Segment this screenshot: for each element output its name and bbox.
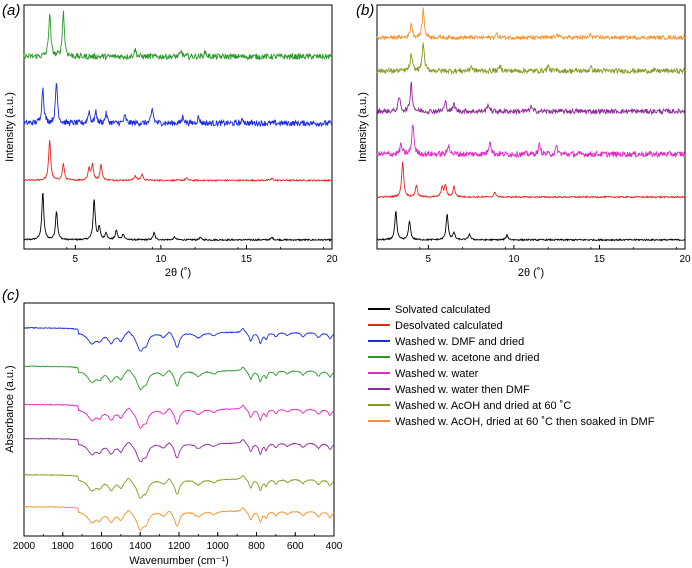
legend-label-2: Washed w. DMF and dried	[395, 336, 524, 348]
panel-c-xtick-label-400: 400	[326, 541, 343, 552]
panel-c-xtick-label-2000: 2000	[13, 541, 36, 552]
panel-b-series-4	[376, 42, 686, 75]
panel-c-chart: 2000 1800 1600 1400 1200 1000 800 600 400 Wavenu…	[4, 302, 343, 567]
panel-c-series-5	[23, 505, 335, 532]
legend-label-6: Washed w. AcOH and dried at 60 ˚C	[395, 400, 571, 412]
panel-b-xtick-label-10: 10	[508, 254, 520, 265]
legend-label-3: Washed w. acetone and dried	[395, 352, 540, 364]
panel-c-xtick-label-600: 600	[287, 541, 304, 552]
panel-c-ylabel: Absorbance (a.u.)	[4, 365, 16, 452]
panel-c-xtick-label-800: 800	[248, 541, 265, 552]
panel-b-label: (b)	[356, 2, 374, 19]
panel-b-series-3	[376, 81, 686, 116]
panel-b-xtick-label-15: 15	[594, 254, 606, 265]
panel-a-chart: 5 10 15 20 2θ (˚) Intensity (a.u.)	[4, 4, 338, 279]
panel-b-xtick-label-5: 5	[426, 254, 432, 265]
legend-label-7: Washed w. AcOH, dried at 60 ˚C then soak…	[395, 416, 655, 428]
panel-a-series-1	[23, 139, 333, 183]
panel-a-frame	[23, 4, 333, 250]
panel-c-series-4	[23, 473, 335, 499]
panel-b-chart: 5 10 15 20 2θ (˚) Intensity (a.u.)	[357, 4, 691, 279]
panel-c-series-1	[23, 365, 335, 391]
legend-label-5: Washed w. water then DMF	[395, 384, 530, 396]
panel-a-ylabel: Intensity (a.u.)	[4, 92, 16, 162]
panel-c-series-3	[23, 437, 335, 463]
panel-a-xtick-label-10: 10	[155, 254, 167, 265]
legend-label-0: Solvated calculated	[395, 304, 490, 316]
legend-label-4: Washed w. water	[395, 368, 479, 380]
panel-a-label: (a)	[2, 2, 20, 19]
legend: Solvated calculated Desolvated calculated…	[368, 304, 655, 428]
panel-a-series-3	[23, 10, 333, 62]
panel-a-series-2	[23, 83, 333, 128]
panel-c-xtick-label-1800: 1800	[52, 541, 75, 552]
panel-c-xtick-label-1000: 1000	[207, 541, 230, 552]
panel-b-ylabel: Intensity (a.u.)	[357, 92, 369, 162]
legend-label-1: Desolvated calculated	[395, 320, 503, 332]
panel-a-series-0	[23, 192, 333, 242]
panel-a-xtick-label-15: 15	[241, 254, 253, 265]
panel-a-xtick-label-20: 20	[326, 254, 338, 265]
panel-a-xlabel: 2θ (˚)	[165, 267, 191, 279]
panel-c-xlabel: Wavenumber (cm⁻¹)	[129, 555, 229, 567]
panel-b-series-0	[376, 211, 686, 242]
panel-b-series-1	[376, 161, 686, 199]
panel-b-xlabel: 2θ (˚)	[518, 267, 544, 279]
panel-c-series-0	[23, 326, 335, 352]
panel-c-xtick-label-1400: 1400	[129, 541, 152, 552]
panel-a-xtick-label-5: 5	[73, 254, 79, 265]
panel-b-frame	[376, 4, 686, 250]
panel-c-xtick-label-1200: 1200	[168, 541, 191, 552]
panel-b-xtick-label-20: 20	[679, 254, 691, 265]
panel-c-label: (c)	[2, 287, 20, 304]
panel-c-xtick-label-1600: 1600	[90, 541, 113, 552]
panel-b-series-5	[376, 7, 686, 41]
panel-b-series-2	[376, 124, 686, 159]
panel-c-series-2	[23, 403, 335, 429]
